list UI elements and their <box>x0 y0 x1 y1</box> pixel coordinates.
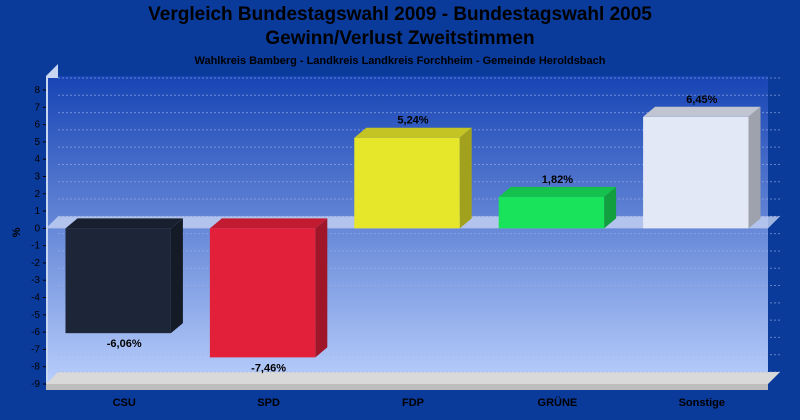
bar-side <box>171 218 183 333</box>
bar-side <box>749 107 761 229</box>
bar-side <box>460 128 472 229</box>
data-label: -6,06% <box>107 338 142 350</box>
bar-front <box>643 117 748 229</box>
bar-front <box>65 228 170 333</box>
bar-front <box>354 138 459 229</box>
y-tick-label: -1 <box>31 241 40 252</box>
y-tick-label: 4 <box>34 154 40 165</box>
y-tick-label: 5 <box>34 137 40 148</box>
data-label: 6,45% <box>686 94 717 106</box>
y-tick-label: 7 <box>34 102 40 113</box>
x-tick-label: Sonstige <box>679 397 725 409</box>
bar-fdp <box>354 128 471 229</box>
data-label: -7,46% <box>251 362 286 374</box>
bar-top <box>210 218 327 228</box>
y-tick-label: -3 <box>31 275 40 286</box>
data-label: 1,82% <box>542 174 573 186</box>
x-tick-label: CSU <box>113 397 136 409</box>
y-tick-label: -8 <box>31 362 40 373</box>
y-tick-label: -9 <box>31 379 40 390</box>
y-axis-label: % <box>11 227 23 237</box>
bar-csu <box>65 218 182 333</box>
bar-top <box>643 107 760 117</box>
y-tick-label: 1 <box>34 206 40 217</box>
y-tick-label: 0 <box>34 223 40 234</box>
y-tick-label: 3 <box>34 171 40 182</box>
data-label: 5,24% <box>397 115 428 127</box>
y-tick-label: -2 <box>31 258 40 269</box>
bar-front <box>499 197 604 228</box>
y-tick-label: 8 <box>34 85 40 96</box>
floor-edge <box>46 384 768 390</box>
bar-top <box>354 128 471 138</box>
y-tick-label: 6 <box>34 120 40 131</box>
y-tick-label: -4 <box>31 293 40 304</box>
y-tick-label: -5 <box>31 310 40 321</box>
x-tick-label: FDP <box>402 397 424 409</box>
bar-side <box>315 218 327 357</box>
y-tick-label: -7 <box>31 344 40 355</box>
bar-top <box>499 187 616 197</box>
bar-spd <box>210 218 327 357</box>
bar-sonstige <box>643 107 760 229</box>
bar-top <box>65 218 182 228</box>
x-tick-label: SPD <box>257 397 280 409</box>
floor <box>46 372 780 384</box>
bar-front <box>210 228 315 357</box>
x-tick-label: GRÜNE <box>538 396 578 409</box>
y-tick-label: -6 <box>31 327 40 338</box>
bar-grüne <box>499 187 616 228</box>
y-tick-label: 2 <box>34 189 40 200</box>
